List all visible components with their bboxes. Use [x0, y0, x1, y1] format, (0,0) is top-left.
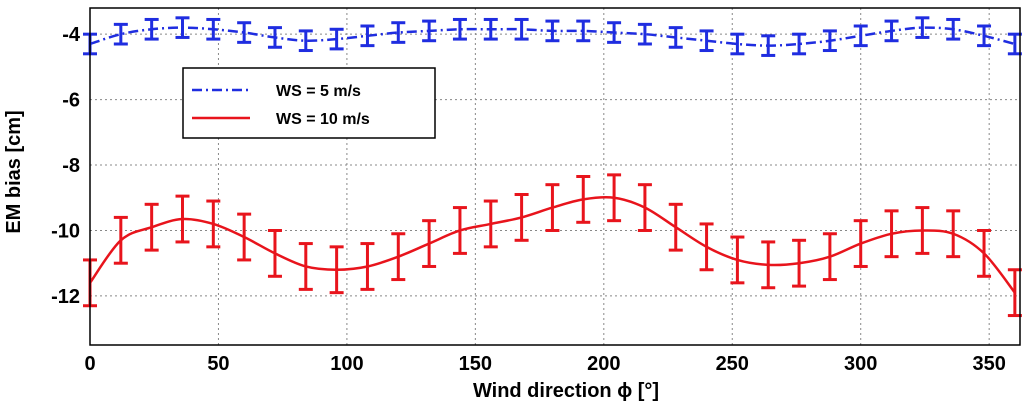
legend-box [182, 67, 436, 139]
error-bar [452, 206, 467, 255]
legend-label-ws5: WS = 5 m/s [276, 83, 361, 100]
x-tick-label: 300 [844, 353, 877, 375]
error-bar [514, 17, 529, 41]
error-bar [298, 29, 313, 53]
error-bar [884, 19, 899, 43]
y-tick-label: -4 [62, 24, 81, 46]
error-bar [360, 24, 375, 48]
error-bar [298, 242, 313, 291]
error-bar [391, 21, 406, 44]
error-bar [422, 19, 437, 43]
error-bar [822, 29, 837, 53]
error-bar [144, 202, 159, 252]
error-bar [761, 34, 776, 57]
error-bar [545, 19, 560, 43]
error-bar [822, 232, 837, 282]
error-bar [730, 32, 745, 56]
error-bar [668, 202, 683, 252]
error-bar [853, 24, 868, 48]
error-bar [576, 175, 591, 224]
legend: WS = 5 m/s WS = 10 m/s [182, 67, 436, 139]
error-bar [637, 22, 652, 46]
y-tick-label: -8 [62, 155, 80, 177]
x-tick-label: 350 [972, 353, 1005, 375]
grid-lines [90, 8, 1020, 345]
error-bar [113, 215, 128, 265]
error-bar [483, 199, 498, 249]
error-bar [391, 232, 406, 282]
error-bar [761, 240, 776, 290]
x-tick-label: 150 [459, 353, 492, 375]
x-tick-label: 200 [587, 353, 620, 375]
error-bar [853, 219, 868, 268]
error-bar [607, 21, 622, 44]
error-bar [237, 21, 252, 44]
error-bar [915, 206, 930, 255]
error-bar [545, 183, 560, 232]
error-bar [576, 19, 591, 43]
error-bar [637, 183, 652, 232]
error-bar [792, 32, 807, 56]
x-tick-label: 250 [716, 353, 749, 375]
x-tick-label: 0 [84, 353, 95, 375]
error-bar [884, 209, 899, 259]
error-bar [360, 242, 375, 291]
x-axis-label: Wind direction ϕ [°] [473, 380, 659, 402]
series-ws10 [83, 173, 1022, 318]
error-bar [175, 194, 190, 244]
error-bar [206, 17, 221, 41]
error-bar [113, 22, 128, 46]
error-bar [267, 228, 282, 278]
error-bar [977, 24, 992, 48]
error-bar [329, 245, 344, 295]
error-bar [237, 212, 252, 262]
series-ws5 [83, 16, 1022, 57]
error-bar [730, 235, 745, 285]
x-tick-label: 100 [330, 353, 363, 375]
error-bar [267, 26, 282, 49]
error-bar [175, 16, 190, 39]
error-bar [422, 219, 437, 268]
error-bar [699, 29, 714, 53]
y-tick-label: -10 [51, 220, 80, 242]
series-layer [83, 16, 1022, 318]
error-bar [946, 209, 961, 259]
error-bar [514, 192, 529, 242]
error-bar [329, 27, 344, 51]
plot-frame [89, 7, 1021, 346]
error-bar [668, 26, 683, 49]
x-tick-label: 50 [207, 353, 229, 375]
error-bar [144, 17, 159, 41]
error-bar [206, 199, 221, 249]
error-bar [946, 17, 961, 41]
error-bar [915, 16, 930, 39]
y-axis-label: EM bias [cm] [3, 110, 25, 233]
error-bar [699, 222, 714, 272]
error-bar [483, 17, 498, 41]
error-bar [977, 228, 992, 278]
y-tick-label: -6 [62, 90, 80, 112]
error-bar [792, 238, 807, 288]
error-bar [607, 173, 622, 223]
legend-label-ws10: WS = 10 m/s [276, 111, 370, 128]
y-tick-label: -12 [51, 286, 80, 308]
tick-labels: 0 50 100 150 200 250 300 350 -12 -10 -8 -6 -4 [51, 24, 1006, 375]
error-bar [452, 17, 467, 41]
